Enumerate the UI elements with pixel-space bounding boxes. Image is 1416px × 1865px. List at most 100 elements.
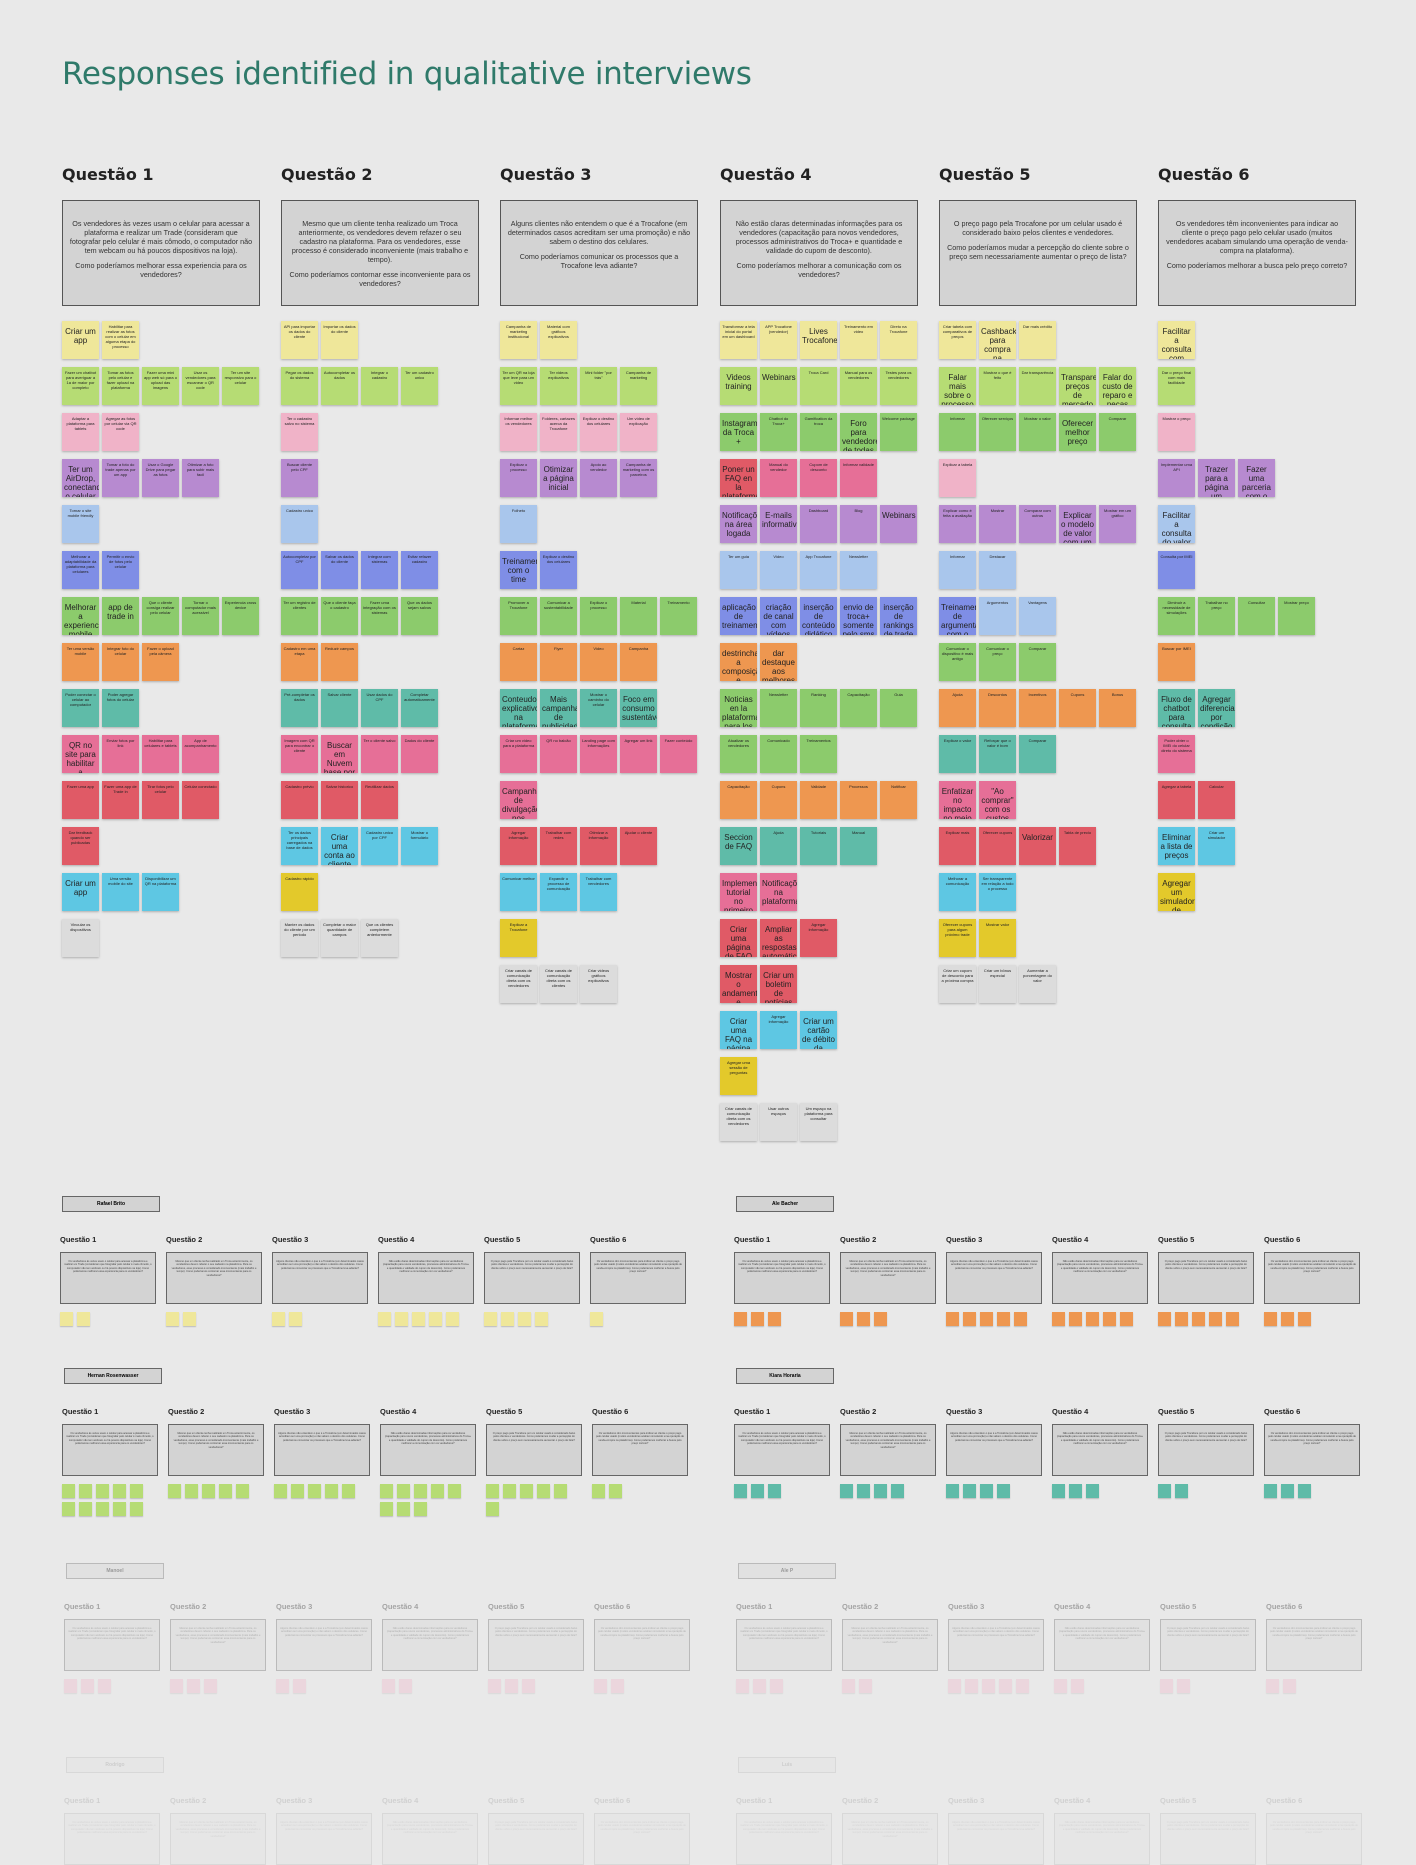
- sticky-note[interactable]: Agregar as fotos por celular via QR code: [102, 413, 139, 451]
- sticky-note[interactable]: Ter uma versão mobile: [62, 643, 99, 681]
- mini-sticky-note[interactable]: [874, 1312, 887, 1326]
- sticky-note[interactable]: Welcome package: [880, 413, 917, 451]
- mini-sticky-note[interactable]: [963, 1484, 976, 1498]
- mini-question-card[interactable]: Mesmo que um cliente tenha realizado um …: [842, 1619, 938, 1671]
- sticky-note[interactable]: Tornar o computador mais acessivel: [182, 597, 219, 635]
- sticky-note[interactable]: Campanha de marketing: [620, 367, 657, 405]
- sticky-note[interactable]: Promover a Trocafone: [500, 597, 537, 635]
- mini-sticky-note[interactable]: [293, 1679, 306, 1693]
- sticky-note[interactable]: Trabalhar com redes: [540, 827, 577, 865]
- sticky-note[interactable]: Capacitação: [840, 689, 877, 727]
- sticky-note[interactable]: Comunicado: [760, 735, 797, 773]
- mini-sticky-note[interactable]: [1264, 1484, 1277, 1498]
- sticky-note[interactable]: Manual para os vendedores: [840, 367, 877, 405]
- sticky-note[interactable]: Falar mais sobre o processo de reparo: [939, 367, 976, 405]
- sticky-note[interactable]: Cupom de desconto: [800, 459, 837, 497]
- mini-sticky-note[interactable]: [963, 1312, 976, 1326]
- mini-sticky-note[interactable]: [431, 1484, 444, 1498]
- mini-sticky-note[interactable]: [219, 1484, 232, 1498]
- mini-sticky-note[interactable]: [1016, 1679, 1029, 1693]
- sticky-note[interactable]: Trabalhar no preço: [1198, 597, 1235, 635]
- sticky-note[interactable]: Explicar o processo: [580, 597, 617, 635]
- sticky-note[interactable]: Videos training: [720, 367, 757, 405]
- sticky-note[interactable]: Usar os vendedores para escanear o QR co…: [182, 367, 219, 405]
- sticky-note[interactable]: Usar o Google Drive para pegar as fotos: [142, 459, 179, 497]
- mini-question-card[interactable]: Alguns clientes não entendem o que é a T…: [948, 1813, 1044, 1865]
- sticky-note[interactable]: Melhorar a comunicação: [939, 873, 976, 911]
- sticky-note[interactable]: Fazer conteúdo: [660, 735, 697, 773]
- sticky-note[interactable]: Criar um cupom de desconto para a próxim…: [939, 965, 976, 1003]
- mini-question-card[interactable]: Os vendedores às vezes usam o celular pa…: [64, 1813, 160, 1865]
- interviewee-name-label[interactable]: Rodrigo: [66, 1757, 164, 1773]
- sticky-note[interactable]: Agregar uma sessão de perguntas: [720, 1057, 757, 1095]
- mini-sticky-note[interactable]: [272, 1312, 285, 1326]
- sticky-note[interactable]: Explicar o processo: [500, 459, 537, 497]
- mini-sticky-note[interactable]: [486, 1484, 499, 1498]
- mini-question-card[interactable]: Não estão claras determinadas informaçõe…: [378, 1252, 474, 1304]
- sticky-note[interactable]: Processos: [840, 781, 877, 819]
- mini-question-card[interactable]: Alguns clientes não entendem o que é a T…: [272, 1252, 368, 1304]
- sticky-note[interactable]: Validade: [800, 781, 837, 819]
- mini-sticky-note[interactable]: [594, 1679, 607, 1693]
- sticky-note[interactable]: inserção de rankings de trade na platafo…: [880, 597, 917, 635]
- mini-question-card[interactable]: Os vendedores às vezes usam o celular pa…: [64, 1619, 160, 1671]
- sticky-note[interactable]: dar destaque aos melhores vendedores: [760, 643, 797, 681]
- sticky-note[interactable]: Fazer uma app de Trade in: [102, 781, 139, 819]
- question-prompt-card[interactable]: Os vendedores têm inconvenientes para in…: [1158, 200, 1356, 306]
- sticky-note[interactable]: Criar um app: [62, 873, 99, 911]
- sticky-note[interactable]: Newsletter: [760, 689, 797, 727]
- sticky-note[interactable]: Newsletter: [840, 551, 877, 589]
- mini-sticky-note[interactable]: [291, 1484, 304, 1498]
- sticky-note[interactable]: Autocompletar os dados: [321, 367, 358, 405]
- sticky-note[interactable]: inserção de conteúdo didático no partner: [800, 597, 837, 635]
- sticky-note[interactable]: Manual: [840, 827, 877, 865]
- sticky-note[interactable]: Salvar cliente: [321, 689, 358, 727]
- mini-sticky-note[interactable]: [113, 1484, 126, 1498]
- sticky-note[interactable]: Folderes, cartazes acerca da Trocafone: [540, 413, 577, 451]
- sticky-note[interactable]: Informar melhor os vendedores: [500, 413, 537, 451]
- sticky-note[interactable]: Que os dados sejam salvos: [401, 597, 438, 635]
- sticky-note[interactable]: Diminuir a necessidade de simulações: [1158, 597, 1195, 635]
- sticky-note[interactable]: Dar transparência: [1019, 367, 1056, 405]
- mini-sticky-note[interactable]: [414, 1502, 427, 1516]
- mini-question-card[interactable]: Mesmo que um cliente tenha realizado um …: [168, 1424, 264, 1476]
- sticky-note[interactable]: App de acompanhamento: [182, 735, 219, 773]
- mini-question-card[interactable]: Alguns clientes não entendem o que é a T…: [276, 1619, 372, 1671]
- sticky-note[interactable]: Criar um boletim de notícias: [760, 965, 797, 1003]
- sticky-note[interactable]: Webinars: [760, 367, 797, 405]
- sticky-note[interactable]: Cadastro prévio: [281, 781, 318, 819]
- sticky-note[interactable]: Argumentos: [979, 597, 1016, 635]
- mini-sticky-note[interactable]: [734, 1484, 747, 1498]
- sticky-note[interactable]: Otimizar a foto para subir mais facil: [182, 459, 219, 497]
- mini-sticky-note[interactable]: [1209, 1312, 1222, 1326]
- sticky-note[interactable]: Facilitar a consulta com IMEI: [1158, 321, 1195, 359]
- sticky-note[interactable]: Criar canais de comunicação direta com o…: [500, 965, 537, 1003]
- mini-sticky-note[interactable]: [554, 1484, 567, 1498]
- sticky-note[interactable]: Informar: [939, 551, 976, 589]
- question-prompt-card[interactable]: Os vendedores às vezes usam o celular pa…: [62, 200, 260, 306]
- sticky-note[interactable]: Criar um video para a plataforma: [500, 735, 537, 773]
- sticky-note[interactable]: Direto na Trocafone: [880, 321, 917, 359]
- sticky-note[interactable]: Mostrar o formulário: [401, 827, 438, 865]
- mini-question-card[interactable]: Não estão claras determinadas informaçõe…: [382, 1813, 478, 1865]
- sticky-note[interactable]: Expandir o processo de comunicação: [540, 873, 577, 911]
- mini-sticky-note[interactable]: [1281, 1312, 1294, 1326]
- question-prompt-card[interactable]: Não estão claras determinadas informaçõe…: [720, 200, 918, 306]
- sticky-note[interactable]: Ajuda: [760, 827, 797, 865]
- sticky-note[interactable]: Dashboard: [800, 505, 837, 543]
- sticky-note[interactable]: Disponibilizar um QR na plataforma: [142, 873, 179, 911]
- mini-sticky-note[interactable]: [187, 1679, 200, 1693]
- sticky-note[interactable]: Enviar fotos por link: [102, 735, 139, 773]
- sticky-note[interactable]: Campanha de marketing institucional: [500, 321, 537, 359]
- mini-question-card[interactable]: Os vendedores têm inconvenientes para in…: [590, 1252, 686, 1304]
- sticky-note[interactable]: Que o cliente faça o cadastro: [321, 597, 358, 635]
- sticky-note[interactable]: Ter um QR na loja que leve para um video: [500, 367, 537, 405]
- sticky-note[interactable]: Dar feedback quando ser publicadas: [62, 827, 99, 865]
- sticky-note[interactable]: Ter um guia: [720, 551, 757, 589]
- sticky-note[interactable]: Comparar: [1019, 735, 1056, 773]
- interviewee-name-label[interactable]: Manoel: [66, 1563, 164, 1579]
- sticky-note[interactable]: Ajudar o cliente: [620, 827, 657, 865]
- sticky-note[interactable]: Notificar: [880, 781, 917, 819]
- sticky-note[interactable]: Comparar com outros: [1019, 505, 1056, 543]
- sticky-note[interactable]: Tomar as fotos pelo celular e fazer uplo…: [102, 367, 139, 405]
